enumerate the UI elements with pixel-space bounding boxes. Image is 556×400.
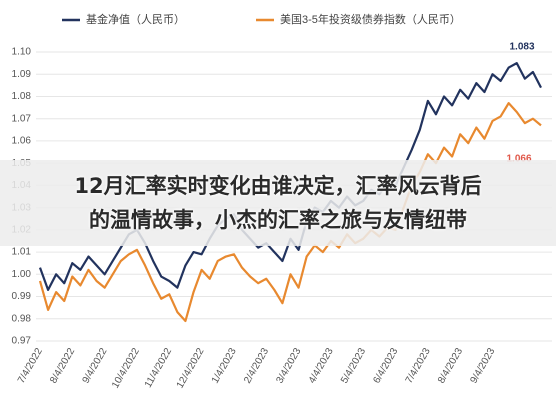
x-tick-label: 6/4/2023: [371, 346, 400, 386]
y-tick-label: 0.97: [12, 336, 32, 347]
x-tick-label: 7/4/2022: [16, 346, 45, 386]
y-tick-label: 1.10: [12, 47, 32, 58]
x-tick-label: 7/4/2023: [404, 346, 433, 386]
y-tick-label: 0.98: [12, 313, 32, 324]
x-tick-label: 9/4/2022: [81, 346, 110, 386]
title-line: 的温情故事，小杰的汇率之旅与友情纽带: [89, 208, 467, 232]
y-tick-label: 1.01: [12, 247, 32, 258]
x-tick-label: 11/4/2022: [143, 346, 175, 390]
series-line: [38, 102, 542, 323]
annotation: 1.066: [506, 154, 531, 165]
y-tick-label: 1.07: [12, 113, 32, 124]
legend-label: 基金净值（人民币）: [86, 12, 185, 26]
x-tick-label: 8/4/2022: [48, 346, 77, 386]
y-tick-label: 1.00: [12, 269, 32, 280]
annotation: 1.083: [509, 42, 534, 53]
x-tick-label: 10/4/2022: [110, 346, 142, 390]
y-tick-label: 1.08: [12, 91, 32, 102]
title-banner: 12月汇率实时变化由谁决定，汇率风云背后 的温情故事，小杰的汇率之旅与友情纽带: [0, 160, 556, 246]
x-tick-label: 2/4/2023: [242, 346, 271, 386]
y-tick-label: 0.99: [12, 291, 32, 302]
x-tick-label: 1/4/2023: [210, 346, 239, 386]
y-tick-label: 1.09: [12, 69, 32, 80]
x-tick-label: 4/4/2023: [307, 346, 336, 386]
x-tick-label: 9/4/2023: [468, 346, 497, 386]
title-line: 12月汇率实时变化由谁决定，汇率风云背后: [74, 174, 482, 198]
x-tick-label: 5/4/2023: [339, 346, 368, 386]
legend-label: 美国3-5年投资级债券指数（人民币）: [280, 12, 461, 26]
y-tick-label: 1.06: [12, 136, 32, 147]
x-tick-label: 3/4/2023: [274, 346, 303, 386]
x-tick-label: 12/4/2022: [175, 346, 207, 390]
x-tick-label: 8/4/2023: [436, 346, 465, 386]
